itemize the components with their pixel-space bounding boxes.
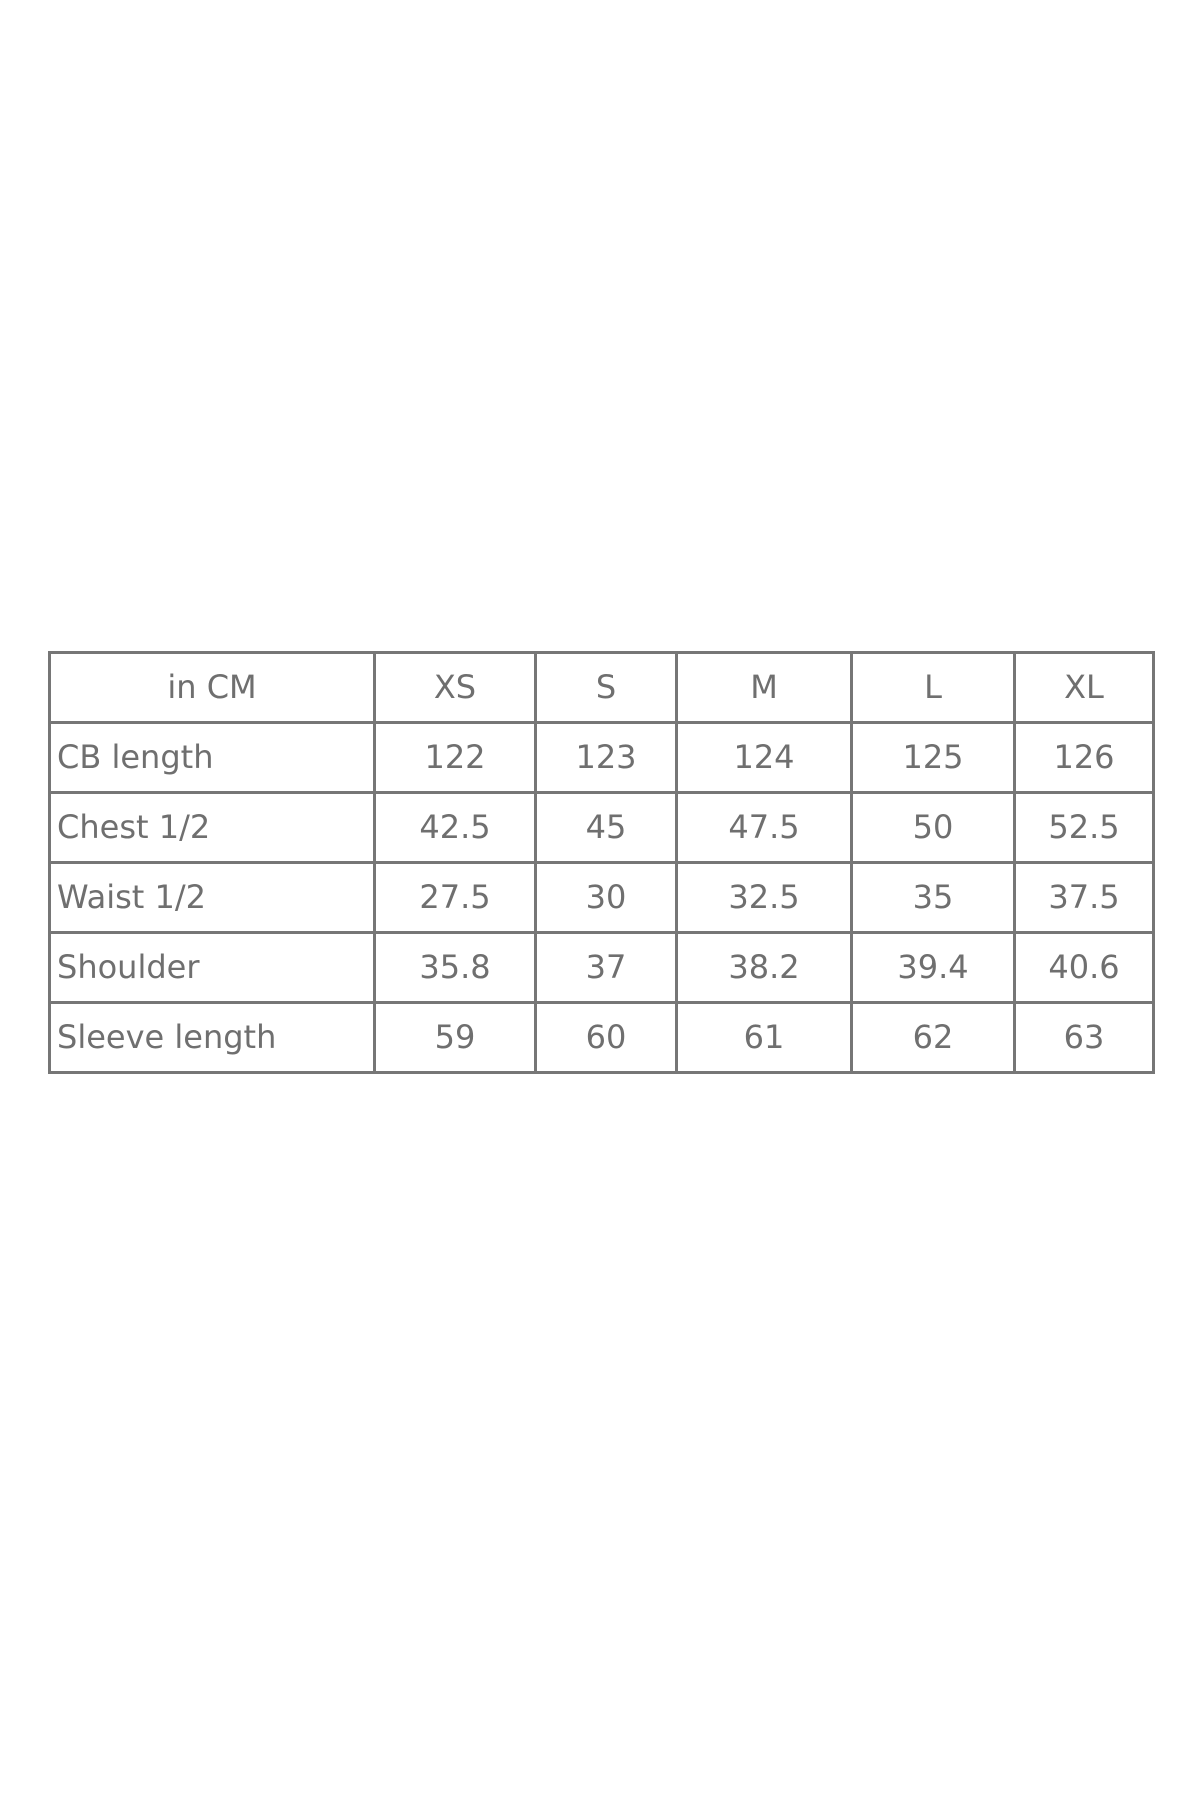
value-cell: 47.5 xyxy=(675,791,853,864)
row-label-cell: Shoulder xyxy=(48,931,376,1004)
value-cell: 63 xyxy=(1013,1001,1155,1074)
table-row-waist: Waist 1/2 27.5 30 32.5 35 37.5 xyxy=(48,861,1155,934)
value-cell: 122 xyxy=(373,721,537,794)
header-cell-m: M xyxy=(675,651,853,724)
header-cell-xl: XL xyxy=(1013,651,1155,724)
row-label-cell: Waist 1/2 xyxy=(48,861,376,934)
value-cell: 32.5 xyxy=(675,861,853,934)
value-cell: 60 xyxy=(534,1001,678,1074)
table-row-sleeve-length: Sleeve length 59 60 61 62 63 xyxy=(48,1001,1155,1074)
value-cell: 61 xyxy=(675,1001,853,1074)
table-row-shoulder: Shoulder 35.8 37 38.2 39.4 40.6 xyxy=(48,931,1155,1004)
value-cell: 38.2 xyxy=(675,931,853,1004)
header-cell-s: S xyxy=(534,651,678,724)
value-cell: 45 xyxy=(534,791,678,864)
value-cell: 35.8 xyxy=(373,931,537,1004)
row-label-cell: CB length xyxy=(48,721,376,794)
value-cell: 35 xyxy=(850,861,1016,934)
value-cell: 123 xyxy=(534,721,678,794)
value-cell: 39.4 xyxy=(850,931,1016,1004)
value-cell: 59 xyxy=(373,1001,537,1074)
row-label-cell: Sleeve length xyxy=(48,1001,376,1074)
value-cell: 52.5 xyxy=(1013,791,1155,864)
table-row-chest: Chest 1/2 42.5 45 47.5 50 52.5 xyxy=(48,791,1155,864)
value-cell: 124 xyxy=(675,721,853,794)
value-cell: 40.6 xyxy=(1013,931,1155,1004)
value-cell: 62 xyxy=(850,1001,1016,1074)
table-header-row: in CM XS S M L XL xyxy=(48,651,1155,724)
size-chart-table: in CM XS S M L XL CB length 122 123 124 … xyxy=(48,651,1155,1074)
row-label-cell: Chest 1/2 xyxy=(48,791,376,864)
value-cell: 126 xyxy=(1013,721,1155,794)
value-cell: 50 xyxy=(850,791,1016,864)
value-cell: 37 xyxy=(534,931,678,1004)
table-row-cb-length: CB length 122 123 124 125 126 xyxy=(48,721,1155,794)
value-cell: 30 xyxy=(534,861,678,934)
header-cell-unit: in CM xyxy=(48,651,376,724)
header-cell-xs: XS xyxy=(373,651,537,724)
value-cell: 42.5 xyxy=(373,791,537,864)
value-cell: 125 xyxy=(850,721,1016,794)
header-cell-l: L xyxy=(850,651,1016,724)
value-cell: 37.5 xyxy=(1013,861,1155,934)
value-cell: 27.5 xyxy=(373,861,537,934)
